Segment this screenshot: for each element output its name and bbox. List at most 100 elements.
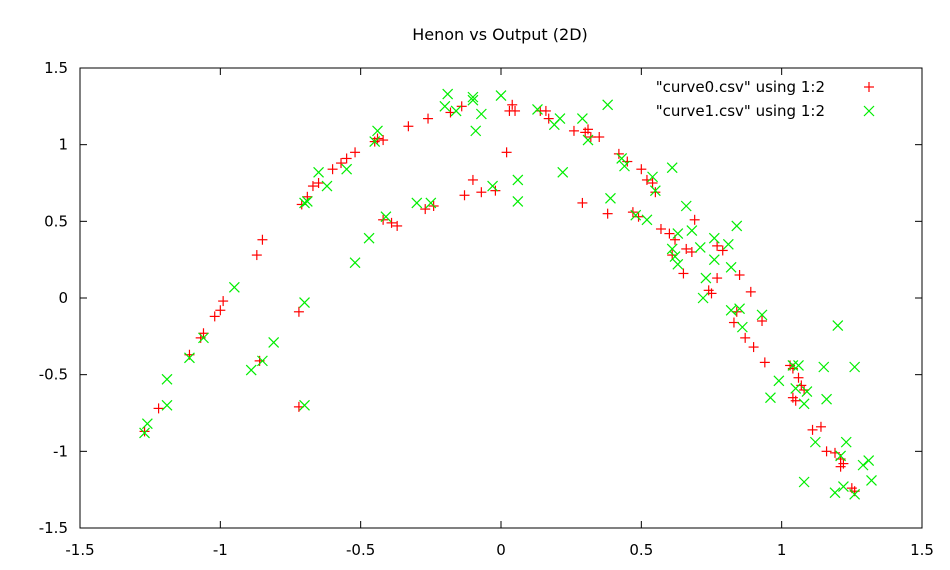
data-point [829, 447, 840, 458]
data-point [602, 208, 613, 219]
data-point [849, 488, 861, 500]
data-point [423, 113, 434, 124]
x-tick-label: -1.5 [65, 541, 94, 559]
data-point [198, 328, 209, 339]
data-point [793, 360, 804, 371]
data-point [633, 211, 644, 222]
data-point [756, 309, 768, 321]
data-point [299, 197, 310, 209]
data-point [139, 427, 150, 439]
y-tick-label: -0.5 [39, 366, 68, 384]
data-point [798, 398, 810, 410]
data-point [664, 228, 675, 239]
data-point [680, 200, 692, 212]
x-tick-label: 0.5 [629, 541, 653, 559]
data-point [475, 108, 487, 120]
data-point [605, 192, 616, 204]
data-point [857, 459, 869, 471]
data-point [748, 342, 759, 353]
data-point [681, 243, 692, 254]
data-point [313, 166, 324, 178]
data-point [495, 90, 507, 102]
data-point [557, 166, 569, 178]
data-point [765, 392, 776, 404]
data-point [731, 220, 743, 232]
data-point [512, 195, 524, 207]
data-point [672, 258, 684, 270]
data-point [372, 125, 383, 137]
data-point [467, 174, 478, 185]
data-point [490, 185, 501, 196]
chart-title: Henon vs Output (2D) [412, 25, 588, 44]
data-point [245, 364, 257, 376]
data-point [209, 311, 220, 322]
data-point [773, 375, 785, 387]
data-point [442, 88, 454, 100]
legend: "curve0.csv" using 1:2 "curve1.csv" using… [656, 78, 875, 120]
y-tick-label: 1 [58, 136, 68, 154]
data-point [790, 383, 802, 394]
y-tick-label: 0 [58, 289, 68, 307]
axes-layer: -1.5 -1 -0.5 0 0.5 1 1.5 1.5 1 0.5 0 -0.5 -1 -1.5 [39, 59, 934, 559]
data-point [301, 195, 313, 207]
data-point [815, 421, 826, 432]
data-point [532, 103, 543, 115]
data-point [411, 197, 423, 209]
data-point [554, 113, 566, 125]
data-point [613, 148, 624, 159]
x-tick-label: 1.5 [910, 541, 934, 559]
data-point [299, 399, 310, 411]
data-point [641, 214, 653, 226]
data-point [759, 357, 770, 368]
data-point [507, 99, 518, 110]
data-point [583, 124, 594, 135]
data-point [669, 251, 681, 263]
data-point [745, 286, 756, 297]
data-point [594, 132, 605, 142]
data-point [251, 250, 262, 261]
data-point [257, 355, 268, 367]
data-point [821, 446, 832, 457]
data-point [757, 316, 768, 326]
data-point [734, 303, 745, 315]
data-point [215, 305, 226, 316]
data-point [708, 254, 720, 266]
data-point [636, 164, 647, 175]
data-point [818, 361, 830, 373]
data-point [425, 197, 437, 209]
data-point [153, 403, 164, 414]
data-point [476, 187, 487, 198]
data-point [809, 436, 821, 448]
y-tick-label: -1 [53, 442, 68, 460]
data-point [666, 243, 678, 255]
data-point [543, 113, 554, 124]
data-point [439, 100, 451, 112]
data-point [470, 125, 482, 137]
data-point [198, 332, 209, 344]
data-point [512, 174, 524, 186]
legend-marker [864, 82, 874, 92]
data-point [734, 270, 745, 280]
data-point [837, 481, 849, 493]
data-point [686, 225, 698, 236]
data-point [228, 281, 240, 293]
data-point [336, 158, 347, 169]
data-point [619, 160, 630, 172]
data-point [672, 228, 684, 240]
data-point [403, 121, 414, 132]
data-point [667, 250, 678, 261]
legend-label: "curve0.csv" using 1:2 [656, 78, 825, 96]
legend-marker [863, 105, 875, 117]
data-point [577, 197, 588, 208]
data-point [807, 424, 818, 435]
data-point [725, 261, 737, 273]
data-point [866, 475, 877, 486]
data-point [793, 372, 804, 383]
data-point [700, 272, 712, 284]
data-point [649, 185, 661, 197]
data-point [139, 426, 150, 437]
data-point [141, 418, 153, 430]
data-point [450, 105, 462, 117]
data-point [307, 181, 318, 192]
